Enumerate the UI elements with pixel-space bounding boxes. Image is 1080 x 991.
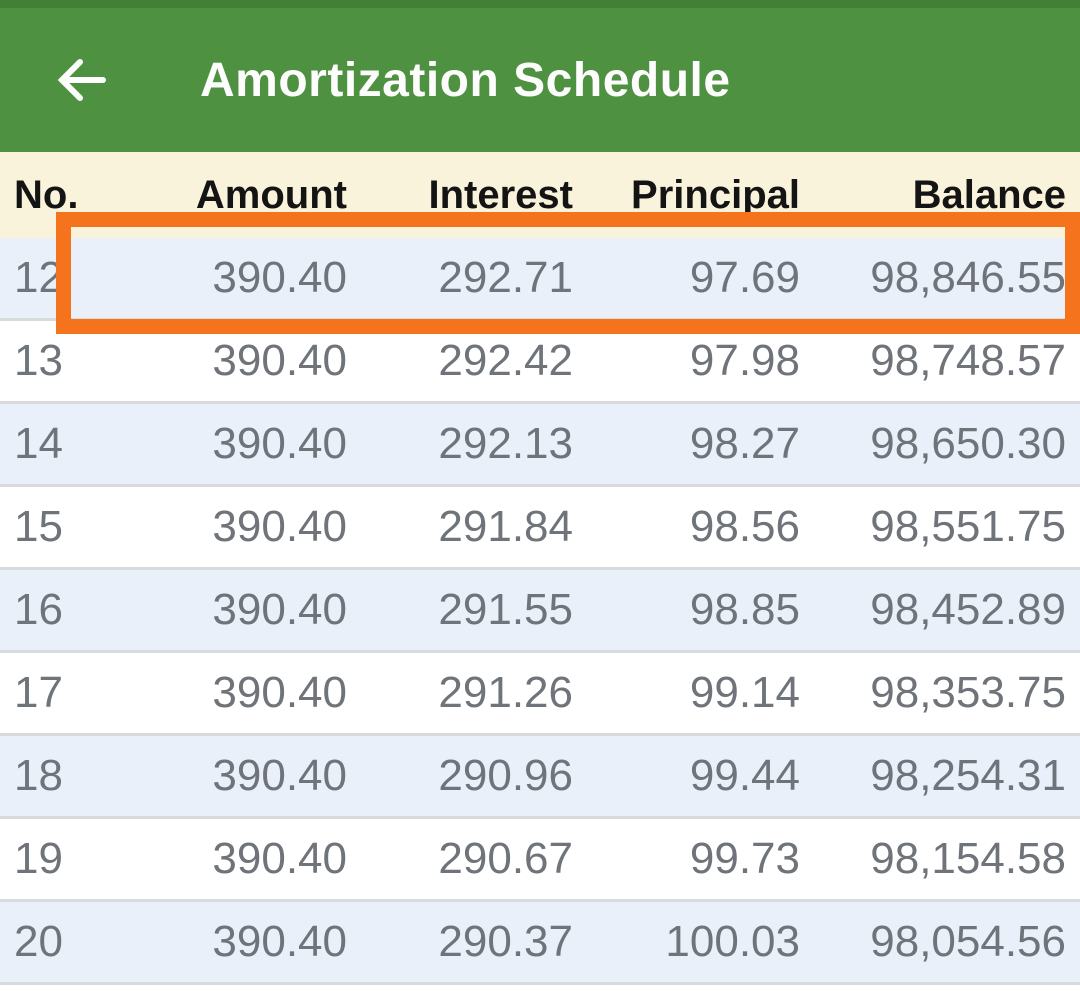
table-row[interactable]: 12 390.40 292.71 97.69 98,846.55 [0, 238, 1080, 321]
cell-interest: 291.55 [438, 585, 573, 634]
cell-no: 19 [14, 834, 63, 883]
cell-interest: 290.96 [438, 751, 573, 800]
cell-interest: 292.42 [438, 336, 573, 385]
column-header-principal: Principal [631, 172, 800, 217]
table-row[interactable]: 14 390.40 292.13 98.27 98,650.30 [0, 404, 1080, 487]
app-bar: Amortization Schedule [0, 0, 1080, 152]
cell-no: 20 [14, 917, 63, 966]
cell-principal: 98.56 [689, 502, 800, 551]
cell-amount: 390.40 [212, 336, 347, 385]
cell-balance: 98,353.75 [870, 668, 1066, 717]
cell-no: 16 [14, 585, 63, 634]
cell-balance: 98,650.30 [870, 419, 1066, 468]
cell-principal: 97.69 [689, 253, 800, 302]
app-bar-content: Amortization Schedule [0, 8, 1080, 152]
column-header-amount: Amount [195, 172, 347, 217]
table-header-row: No. Amount Interest Principal Balance [0, 152, 1080, 238]
cell-no: 14 [14, 419, 63, 468]
cell-no: 15 [14, 502, 63, 551]
cell-principal: 99.44 [689, 751, 800, 800]
status-bar-strip [0, 0, 1080, 8]
table-row[interactable]: 16 390.40 291.55 98.85 98,452.89 [0, 570, 1080, 653]
cell-amount: 390.40 [212, 751, 347, 800]
cell-interest: 292.71 [438, 253, 573, 302]
cell-balance: 98,846.55 [870, 253, 1066, 302]
table-body: 12 390.40 292.71 97.69 98,846.55 13 390.40 292.… [0, 238, 1080, 985]
cell-no: 13 [14, 336, 63, 385]
cell-amount: 390.40 [212, 253, 347, 302]
cell-balance: 98,748.57 [870, 336, 1066, 385]
cell-amount: 390.40 [212, 917, 347, 966]
cell-interest: 291.26 [438, 668, 573, 717]
cell-principal: 100.03 [665, 917, 800, 966]
cell-amount: 390.40 [212, 419, 347, 468]
cell-interest: 290.67 [438, 834, 573, 883]
amortization-table: No. Amount Interest Principal Balance 12… [0, 152, 1080, 985]
cell-principal: 98.27 [689, 419, 800, 468]
cell-interest: 290.37 [438, 917, 573, 966]
cell-balance: 98,254.31 [870, 751, 1066, 800]
cell-no: 18 [14, 751, 63, 800]
table-row[interactable]: 15 390.40 291.84 98.56 98,551.75 [0, 487, 1080, 570]
cell-balance: 98,154.58 [870, 834, 1066, 883]
table-row[interactable]: 19 390.40 290.67 99.73 98,154.58 [0, 819, 1080, 902]
table-row[interactable]: 20 390.40 290.37 100.03 98,054.56 [0, 902, 1080, 985]
cell-balance: 98,452.89 [870, 585, 1066, 634]
column-header-interest: Interest [428, 172, 574, 217]
cell-interest: 292.13 [438, 419, 573, 468]
cell-amount: 390.40 [212, 668, 347, 717]
cell-no: 17 [14, 668, 63, 717]
cell-amount: 390.40 [212, 834, 347, 883]
cell-principal: 97.98 [689, 336, 800, 385]
cell-principal: 99.73 [689, 834, 800, 883]
cell-principal: 99.14 [689, 668, 800, 717]
cell-balance: 98,551.75 [870, 502, 1066, 551]
cell-no: 12 [14, 253, 63, 302]
cell-interest: 291.84 [438, 502, 573, 551]
arrow-left-icon [57, 59, 106, 101]
back-button[interactable] [54, 52, 110, 108]
cell-amount: 390.40 [212, 502, 347, 551]
table-row[interactable]: 18 390.40 290.96 99.44 98,254.31 [0, 736, 1080, 819]
cell-balance: 98,054.56 [870, 917, 1066, 966]
page-title: Amortization Schedule [200, 53, 731, 107]
table-row[interactable]: 13 390.40 292.42 97.98 98,748.57 [0, 321, 1080, 404]
cell-principal: 98.85 [689, 585, 800, 634]
cell-amount: 390.40 [212, 585, 347, 634]
column-header-no: No. [14, 172, 79, 217]
column-header-balance: Balance [912, 172, 1066, 217]
table-row[interactable]: 17 390.40 291.26 99.14 98,353.75 [0, 653, 1080, 736]
